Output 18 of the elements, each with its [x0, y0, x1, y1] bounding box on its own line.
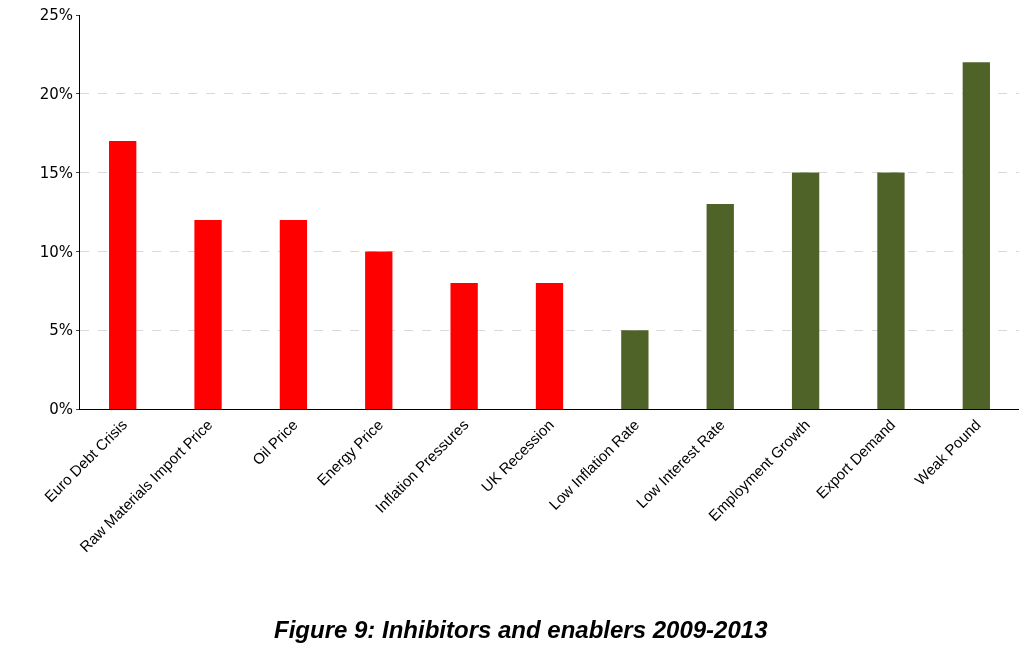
bar [706, 204, 734, 409]
bar [962, 62, 990, 409]
y-tick-label: 15% [39, 163, 73, 182]
bar [279, 219, 308, 409]
y-tick-label: 5% [49, 321, 73, 340]
bar [194, 219, 222, 409]
y-tick-label: 20% [39, 85, 73, 104]
bar [621, 330, 649, 409]
y-tick-label: 10% [39, 242, 73, 261]
y-tick-label: 25% [39, 6, 73, 25]
bar [365, 251, 393, 409]
bar [535, 282, 564, 409]
bar [877, 172, 905, 409]
bar [791, 172, 820, 409]
y-tick-label: 0% [49, 400, 73, 419]
text: Figure 9: Inhibitors and enablers 2009-2013 [274, 616, 769, 643]
bar [109, 141, 137, 409]
bar [450, 282, 478, 409]
